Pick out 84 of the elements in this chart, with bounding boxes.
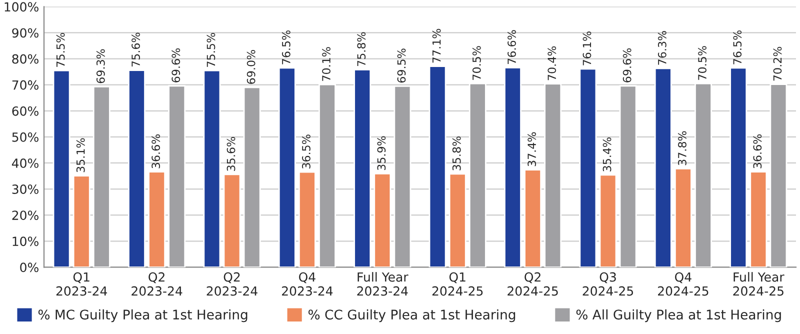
data-label: 35.4% [602, 138, 612, 172]
bar [524, 169, 542, 268]
legend-label: % CC Guilty Plea at 1st Hearing [308, 309, 516, 322]
data-label: 70.5% [472, 46, 481, 80]
bar [148, 171, 166, 268]
y-tick-label: 90% [12, 28, 38, 38]
data-label: 36.6% [152, 134, 160, 168]
data-label: 70.5% [698, 46, 706, 80]
bar [619, 85, 637, 268]
bar [750, 171, 768, 268]
data-label: 75.6% [132, 32, 140, 67]
x-tick-label: Q3 2024-25 [582, 272, 634, 296]
x-tick-label: Full Year 2024-25 [733, 272, 784, 296]
data-label: 76.1% [582, 31, 592, 66]
data-label: 36.5% [302, 134, 310, 168]
bar [92, 86, 110, 268]
bar [579, 68, 597, 268]
y-tick-label: 100% [4, 2, 38, 12]
data-label: 37.4% [528, 132, 536, 166]
x-tick-label: Q1 2024-25 [432, 272, 483, 296]
y-tick-label: 60% [12, 106, 38, 116]
bar [694, 82, 712, 268]
data-label: 36.6% [753, 134, 762, 168]
data-label: 69.5% [397, 48, 406, 83]
bar [203, 70, 221, 268]
bar [599, 174, 617, 268]
bar [168, 85, 186, 268]
x-tick-label: Q1 2023-24 [56, 272, 108, 296]
y-tick-label: 30% [12, 184, 38, 194]
bar [428, 66, 446, 268]
bar [128, 70, 146, 268]
x-tick-label: Q2 2024-25 [508, 272, 558, 296]
data-label: 75.5% [206, 33, 216, 67]
bar [354, 69, 372, 268]
y-tick-label: 10% [12, 236, 38, 246]
data-label: 70.1% [322, 47, 330, 81]
data-label: 37.8% [678, 131, 686, 166]
bar [730, 67, 748, 268]
x-tick-label: Q2 2023-24 [206, 272, 258, 296]
bar [468, 82, 486, 268]
bar [544, 83, 562, 268]
y-tick-label: 50% [12, 132, 38, 142]
x-tick-label: Q4 2023-24 [282, 272, 333, 296]
data-label: 69.6% [622, 48, 632, 82]
data-label: 76.6% [508, 30, 516, 64]
bar [674, 168, 692, 268]
x-tick-label: Q2 2023-24 [132, 272, 182, 296]
bar [52, 70, 70, 268]
bar [223, 174, 241, 268]
data-label: 76.3% [658, 30, 666, 65]
data-label: 35.6% [226, 136, 236, 171]
legend-label: % MC Guilty Plea at 1st Hearing [38, 309, 248, 322]
bar [504, 66, 522, 268]
data-label: 75.8% [357, 32, 366, 66]
data-label: 69.0% [246, 50, 256, 84]
y-tick-label: 20% [12, 210, 38, 220]
data-label: 35.1% [76, 138, 85, 172]
bar [243, 86, 261, 268]
data-label: 70.4% [548, 46, 556, 80]
x-tick-label: Full Year 2023-24 [357, 272, 408, 296]
x-tick-label: Q4 2024-25 [658, 272, 708, 296]
bar [278, 67, 296, 268]
y-tick-label: 40% [12, 158, 38, 168]
bar [318, 84, 336, 268]
y-tick-label: 70% [12, 80, 38, 90]
bar [298, 171, 316, 268]
bar [770, 84, 788, 268]
data-label: 75.5% [56, 33, 65, 67]
bar [448, 173, 466, 268]
bar [374, 172, 392, 268]
y-tick-label: 0% [20, 262, 38, 272]
y-tick-label: 80% [12, 54, 38, 64]
data-label: 69.6% [172, 48, 180, 82]
data-label: 77.1% [432, 28, 441, 63]
data-label: 76.5% [282, 30, 290, 64]
data-label: 76.5% [733, 30, 742, 64]
data-label: 35.8% [452, 136, 461, 170]
data-label: 69.3% [96, 49, 105, 84]
bar [654, 68, 672, 268]
bar [394, 85, 412, 268]
legend-label: % All Guilty Plea at 1st Hearing [576, 309, 781, 322]
data-label: 35.9% [377, 136, 386, 170]
data-label: 70.2% [773, 46, 782, 81]
bar [72, 175, 90, 268]
